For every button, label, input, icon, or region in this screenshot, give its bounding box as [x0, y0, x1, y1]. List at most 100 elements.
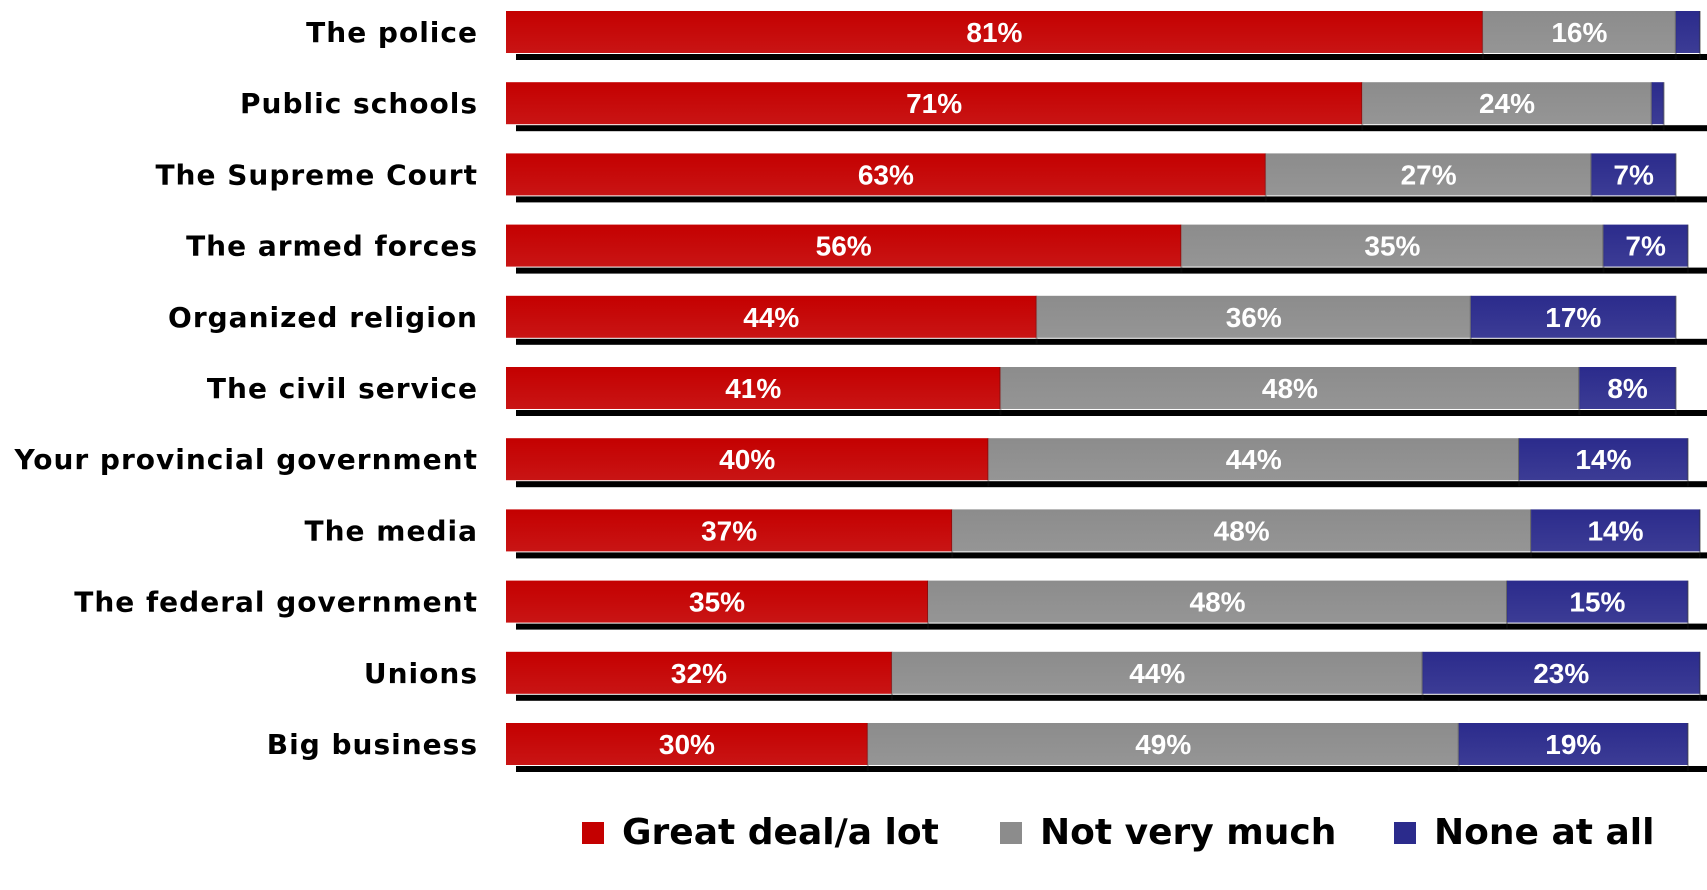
- bar-shadow: [516, 410, 1707, 416]
- data-label: 44%: [1226, 444, 1282, 475]
- bar-segment-great-deal-a-lot: [506, 723, 868, 765]
- data-label: 15%: [1569, 587, 1625, 618]
- data-label: 49%: [1135, 729, 1191, 760]
- bar-segment-great-deal-a-lot: [506, 224, 1182, 267]
- bar-segment-none-at-all: [1458, 723, 1688, 765]
- segment-edge: [1674, 295, 1677, 344]
- bar-segment-not-very-much: [928, 580, 1507, 623]
- data-label: 71%: [906, 88, 962, 119]
- bar-segment-none-at-all: [1422, 651, 1700, 694]
- bar-shadow: [516, 623, 1707, 630]
- category-label: The Supreme Court: [155, 158, 478, 191]
- data-label: 17%: [1545, 302, 1601, 333]
- legend-label: Great deal/a lot: [622, 812, 939, 853]
- segment-edge: [1662, 82, 1665, 131]
- category-label: The media: [305, 514, 478, 547]
- bar-shadow: [516, 125, 1707, 132]
- legend: Great deal/a lot Not very much None at all: [582, 812, 1654, 853]
- category-label: The armed forces: [186, 230, 478, 263]
- segment-edge: [1686, 723, 1689, 771]
- data-label: 30%: [659, 729, 715, 760]
- category-label: The police: [306, 16, 478, 49]
- segment-edge: [1698, 11, 1701, 59]
- data-label: 7%: [1625, 231, 1666, 262]
- bar-segment-great-deal-a-lot: [506, 438, 989, 481]
- bar-segment-great-deal-a-lot: [506, 509, 953, 552]
- bar-segment-none-at-all: [1603, 224, 1688, 267]
- bar-segment-none-at-all: [1470, 295, 1676, 338]
- bar-segment-none-at-all: [1651, 82, 1664, 125]
- category-labels: The police Public schools The Supreme Cour…: [14, 16, 479, 761]
- data-label: 14%: [1587, 515, 1643, 546]
- data-label: 48%: [1214, 515, 1270, 546]
- data-label: 44%: [1129, 658, 1185, 689]
- bar-segment-great-deal-a-lot: [506, 295, 1037, 338]
- data-label: 35%: [689, 587, 745, 618]
- segment-edge: [1686, 224, 1689, 273]
- segment-edge: [1686, 438, 1689, 487]
- bar-shadow: [516, 552, 1707, 559]
- data-label: 81%: [966, 17, 1022, 48]
- legend-swatch: [1000, 822, 1022, 844]
- segment-edge: [1686, 580, 1689, 629]
- segment-edge: [1698, 509, 1701, 558]
- bar-segment-not-very-much: [1362, 82, 1652, 125]
- bar-segment-not-very-much: [891, 651, 1423, 694]
- segment-edge: [1698, 651, 1701, 700]
- data-label: 35%: [1364, 231, 1420, 262]
- bar-segment-great-deal-a-lot: [506, 651, 892, 694]
- bar-segment-none-at-all: [1591, 153, 1676, 196]
- segment-edge: [1674, 367, 1677, 415]
- bar-shadow: [516, 267, 1707, 274]
- legend-swatch: [582, 822, 604, 844]
- bar-segment-none-at-all: [1506, 580, 1688, 623]
- data-label: 56%: [816, 231, 872, 262]
- bar-segment-not-very-much: [1000, 367, 1580, 409]
- category-label: Public schools: [240, 87, 478, 120]
- segment-edge: [1674, 153, 1677, 202]
- category-label: Organized religion: [168, 301, 478, 334]
- bar-segment-great-deal-a-lot: [506, 153, 1266, 196]
- legend-swatch: [1394, 822, 1416, 844]
- bar-segment-not-very-much: [952, 509, 1532, 552]
- bars: [506, 11, 1707, 772]
- data-label: 36%: [1226, 302, 1282, 333]
- bar-shadow: [516, 481, 1707, 488]
- bar-segment-great-deal-a-lot: [506, 367, 1001, 409]
- bar-segment-great-deal-a-lot: [506, 82, 1363, 125]
- data-label: 48%: [1262, 373, 1318, 404]
- bar-segment-not-very-much: [867, 723, 1459, 765]
- bar-segment-none-at-all: [1531, 509, 1700, 552]
- data-label: 40%: [719, 444, 775, 475]
- data-label: 8%: [1607, 373, 1648, 404]
- value-labels: 81% 16% 71% 24% 63% 27% 7% 56% 35% 7% 44% 36% 17% 41%…: [659, 17, 1666, 760]
- data-label: 16%: [1551, 17, 1607, 48]
- bar-segment-none-at-all: [1519, 438, 1688, 481]
- bar-segment-none-at-all: [1675, 11, 1700, 53]
- bar-segment-great-deal-a-lot: [506, 11, 1483, 53]
- bar-segment-not-very-much: [988, 438, 1520, 481]
- bar-segment-great-deal-a-lot: [506, 580, 929, 623]
- bar-segment-not-very-much: [1482, 11, 1676, 53]
- data-label: 19%: [1545, 729, 1601, 760]
- category-label: Your provincial government: [14, 443, 479, 476]
- data-label: 44%: [743, 302, 799, 333]
- data-label: 63%: [858, 159, 914, 190]
- data-label: 24%: [1479, 88, 1535, 119]
- bar-shadow: [516, 338, 1707, 345]
- bar-segment-not-very-much: [1036, 295, 1471, 338]
- bar-shadow: [516, 694, 1707, 701]
- category-label: Big business: [267, 728, 478, 761]
- bar-shadow: [516, 766, 1707, 772]
- category-label: Unions: [364, 657, 478, 690]
- data-label: 41%: [725, 373, 781, 404]
- bar-segment-not-very-much: [1181, 224, 1604, 267]
- bar-segment-not-very-much: [1265, 153, 1592, 196]
- data-label: 48%: [1190, 587, 1246, 618]
- bar-segment-none-at-all: [1579, 367, 1676, 409]
- bar-shadow: [516, 196, 1707, 203]
- data-label: 37%: [701, 515, 757, 546]
- data-label: 14%: [1575, 444, 1631, 475]
- bar-shadow: [516, 54, 1707, 60]
